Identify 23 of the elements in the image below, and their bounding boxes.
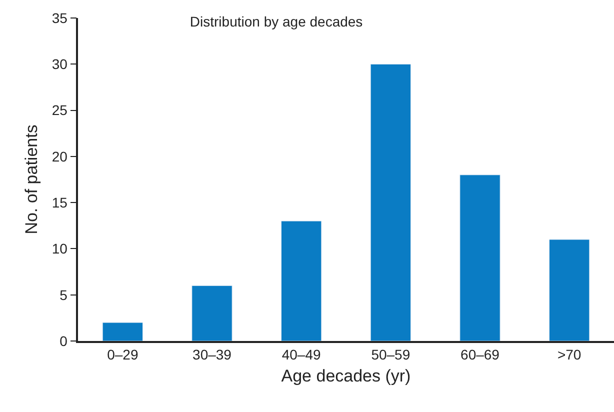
y-tick-label: 5	[60, 286, 68, 303]
x-tick-label: 60–69	[460, 346, 500, 363]
bar	[192, 285, 232, 341]
bar	[102, 322, 144, 341]
y-tick-label: 20	[52, 148, 68, 164]
x-axis-title: Age decades (yr)	[281, 366, 411, 386]
bar	[370, 64, 412, 341]
x-tick-label: 0–29	[107, 346, 138, 363]
y-tick-label: 0	[60, 332, 68, 349]
x-tick-label: 50–59	[371, 346, 410, 363]
x-tick-label: 40–49	[282, 346, 322, 363]
y-tick-label: 30	[52, 56, 68, 72]
y-tick-label: 25	[52, 102, 68, 118]
bar	[460, 174, 500, 341]
y-tick-label: 10	[52, 240, 68, 257]
bar	[548, 239, 590, 341]
y-axis-title: No. of patients	[22, 124, 41, 234]
y-tick-label: 15	[52, 194, 68, 210]
chart-title: Distribution by age decades	[190, 13, 363, 30]
x-tick-label: >70	[557, 346, 582, 363]
y-tick-label: 35	[52, 10, 68, 26]
bar	[280, 220, 322, 341]
x-tick-label: 30–39	[192, 346, 232, 363]
